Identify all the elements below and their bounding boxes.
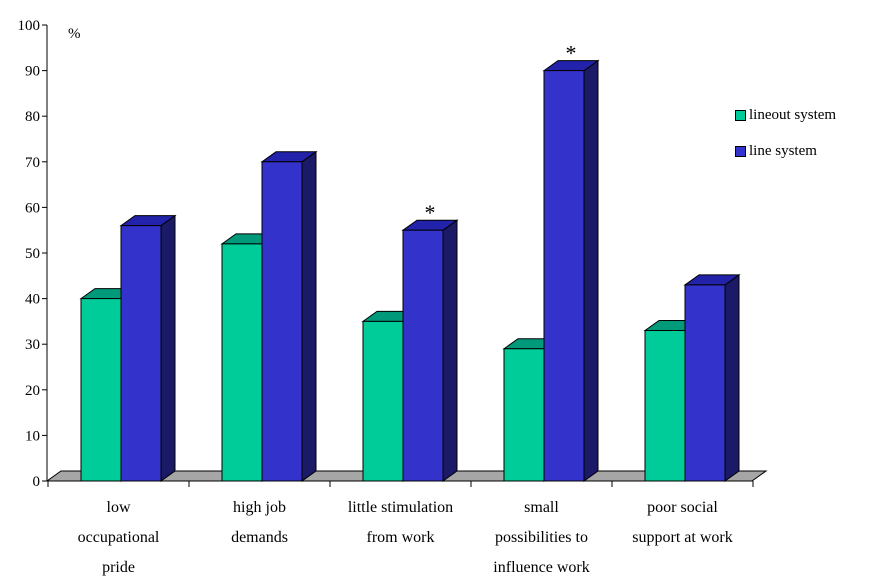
bar-line-system-4-side: [724, 273, 740, 482]
bar-line-system-1: [261, 161, 303, 482]
y-tick-label: 100: [18, 18, 41, 34]
legend-item-lineout-system: lineout system: [735, 104, 836, 126]
y-tick-label: 80: [25, 109, 40, 125]
bar-line-system-0: [120, 225, 162, 482]
significance-asterisk: *: [425, 200, 436, 225]
bar-line-system-4: [684, 284, 726, 482]
bar-lineout-system-4: [644, 330, 686, 482]
bar-line-system-2: [402, 229, 444, 482]
bar-line-system-0-side: [160, 214, 176, 482]
y-tick-label: 40: [25, 292, 40, 308]
category-label: possibilities to: [495, 529, 588, 546]
category-label: little stimulation: [348, 499, 453, 516]
y-tick-label: 0: [33, 474, 41, 490]
bar-line-system-3: [543, 70, 585, 482]
category-label: from work: [367, 529, 435, 546]
legend-label-lineout-system: lineout system: [749, 106, 837, 123]
category-label: occupational: [78, 529, 160, 546]
bar-lineout-system-1: [221, 243, 263, 482]
category-label: poor social: [647, 499, 718, 516]
y-tick-label: 20: [25, 383, 40, 399]
y-tick-label: 50: [25, 246, 40, 262]
category-label: low: [107, 499, 131, 516]
bar-line-system-2-side: [442, 219, 458, 482]
legend-label-line-system: line system: [749, 142, 817, 159]
legend-item-line-system: line system: [735, 140, 836, 162]
category-label: small: [524, 499, 559, 516]
legend-swatch-line-system: [735, 145, 746, 157]
category-label: demands: [231, 529, 288, 546]
legend-swatch-lineout-system: [735, 109, 746, 121]
y-tick-label: 70: [25, 155, 40, 171]
y-tick-label: 60: [25, 200, 40, 216]
bar-lineout-system-2: [362, 320, 404, 482]
category-label: pride: [102, 559, 135, 576]
category-label: support at work: [632, 529, 732, 546]
legend: lineout system line system: [735, 104, 836, 176]
y-axis-label: %: [68, 26, 81, 42]
y-tick-label: 10: [25, 428, 40, 444]
bar-lineout-system-3: [503, 348, 545, 482]
y-tick-label: 30: [25, 337, 40, 353]
y-tick-label: 90: [25, 64, 40, 80]
category-label: high job: [233, 499, 286, 516]
significance-asterisk: *: [566, 41, 577, 66]
bar-line-system-1-side: [301, 150, 317, 482]
bar-lineout-system-0: [80, 298, 122, 482]
bar-line-system-3-side: [583, 59, 599, 482]
category-label: influence work: [493, 559, 589, 576]
